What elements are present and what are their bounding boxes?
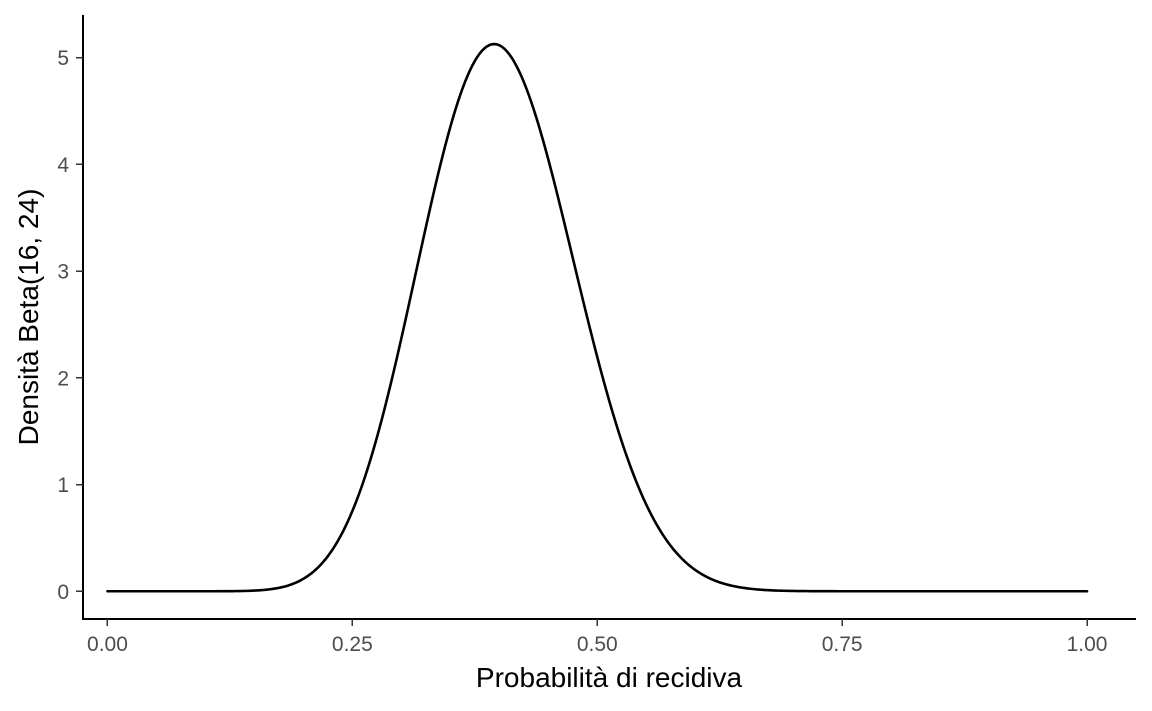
x-tick-label: 0.25 [332,633,373,656]
x-tick-label: 0.50 [577,633,618,656]
y-tick-label: 0 [57,581,69,604]
x-axis-ticks: 0.00 0.25 0.50 0.75 1.00 [87,619,1107,656]
x-tick-label: 0.75 [822,633,863,656]
plot-area [106,42,1089,593]
density-curve [106,42,1089,593]
y-axis-title: Densità Beta(16, 24) [13,189,44,446]
y-tick-label: 3 [57,261,69,284]
y-tick-label: 4 [57,154,69,177]
x-tick-label: 1.00 [1067,633,1108,656]
y-axis-ticks: 0 1 2 3 4 5 [57,47,83,604]
x-tick-label: 0.00 [87,633,128,656]
x-axis-title: Probabilità di recidiva [476,662,743,693]
y-tick-label: 1 [57,474,69,497]
y-tick-label: 2 [57,367,69,390]
y-tick-label: 5 [57,47,69,70]
